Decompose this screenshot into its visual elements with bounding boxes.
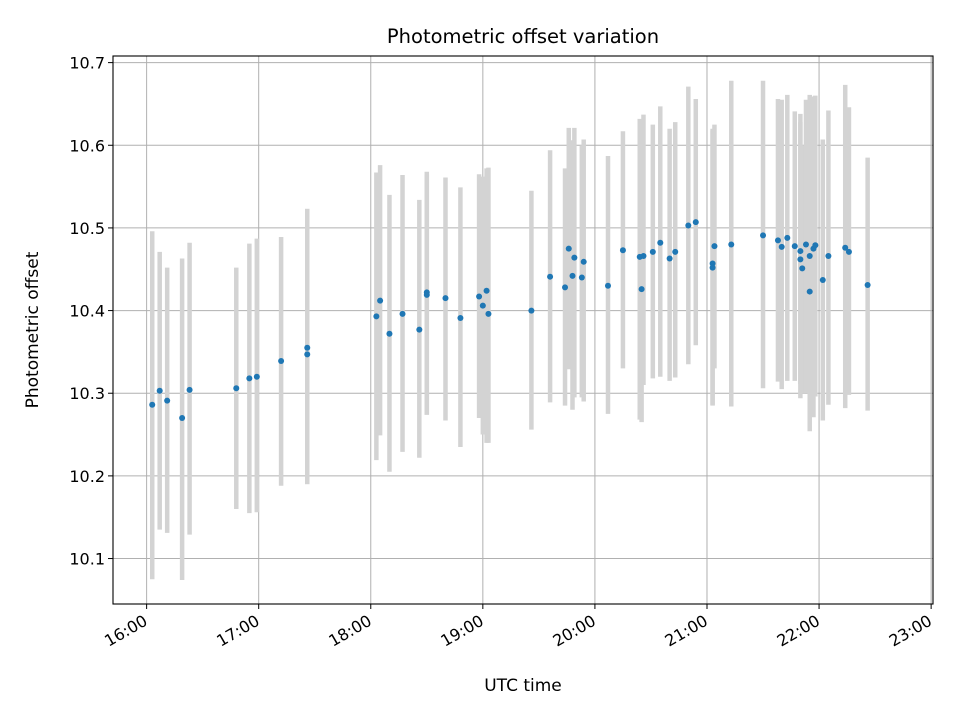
plot-frame (112, 55, 934, 605)
y-tick-label: 10.5 (69, 219, 105, 238)
data-point (278, 357, 285, 364)
data-point (672, 248, 679, 255)
data-point (246, 375, 253, 382)
data-point (619, 247, 626, 254)
y-tick-label: 10.2 (69, 467, 105, 486)
data-point (528, 307, 535, 314)
data-point (864, 281, 871, 288)
x-tick-label: 20:00 (549, 611, 598, 651)
data-point (304, 351, 311, 358)
data-point (253, 373, 260, 380)
data-point (806, 288, 813, 295)
data-point (604, 282, 611, 289)
data-point (186, 386, 193, 393)
data-point (802, 241, 809, 248)
x-tick-label: 22:00 (774, 611, 823, 651)
data-point (386, 330, 393, 337)
data-point (479, 302, 486, 309)
data-point (711, 243, 718, 250)
data-point (845, 248, 852, 255)
y-tick-label: 10.7 (69, 54, 105, 73)
data-point (638, 286, 645, 293)
x-tick-label: 23:00 (886, 611, 935, 651)
data-point (657, 239, 664, 246)
data-point (640, 253, 647, 260)
y-tick-label: 10.6 (69, 136, 105, 155)
data-point (416, 326, 423, 333)
data-point (692, 219, 699, 226)
y-tick-label: 10.1 (69, 550, 105, 569)
data-point (649, 248, 656, 255)
data-point (547, 273, 554, 280)
error-bars (149, 80, 870, 581)
data-point (578, 274, 585, 281)
data-point (778, 243, 785, 250)
x-tick-label: 17:00 (213, 611, 262, 651)
x-tick-label: 18:00 (325, 611, 374, 651)
data-point (799, 265, 806, 272)
data-point (485, 310, 492, 317)
data-point (562, 284, 569, 291)
data-point (791, 243, 798, 250)
data-point (377, 297, 384, 304)
data-point (304, 344, 311, 351)
data-point (806, 253, 813, 260)
data-point (399, 310, 406, 317)
data-point (784, 234, 791, 241)
data-point (797, 256, 804, 263)
data-point (825, 253, 832, 260)
data-point (423, 291, 430, 298)
data-point (156, 387, 163, 394)
data-point (373, 313, 380, 320)
data-point (164, 397, 171, 404)
data-point (797, 248, 804, 255)
y-tick-label: 10.4 (69, 302, 105, 321)
data-point (812, 242, 819, 249)
data-point (483, 287, 490, 294)
data-point (685, 222, 692, 229)
data-point (569, 272, 576, 279)
x-axis-title: UTC time (484, 676, 562, 696)
data-point (476, 293, 483, 300)
data-point (760, 232, 767, 239)
data-point (709, 260, 716, 267)
data-point (149, 401, 156, 408)
data-point (179, 415, 186, 422)
data-point (442, 295, 449, 302)
data-point (457, 315, 464, 322)
x-tick-label: 21:00 (662, 611, 711, 651)
data-point (580, 258, 587, 265)
data-point (666, 255, 673, 262)
data-point (709, 264, 716, 271)
data-point (819, 276, 826, 283)
x-tick-label: 19:00 (437, 611, 486, 651)
y-axis-title: Photometric offset (23, 251, 43, 408)
data-points (149, 219, 871, 422)
chart-title: Photometric offset variation (387, 25, 659, 48)
y-tick-label: 10.3 (69, 384, 105, 403)
data-point (233, 385, 240, 392)
data-point (571, 254, 578, 261)
data-point (728, 241, 735, 248)
data-point (565, 245, 572, 252)
data-point (774, 237, 781, 244)
data-point (842, 244, 849, 251)
x-tick-label: 16:00 (101, 611, 150, 651)
